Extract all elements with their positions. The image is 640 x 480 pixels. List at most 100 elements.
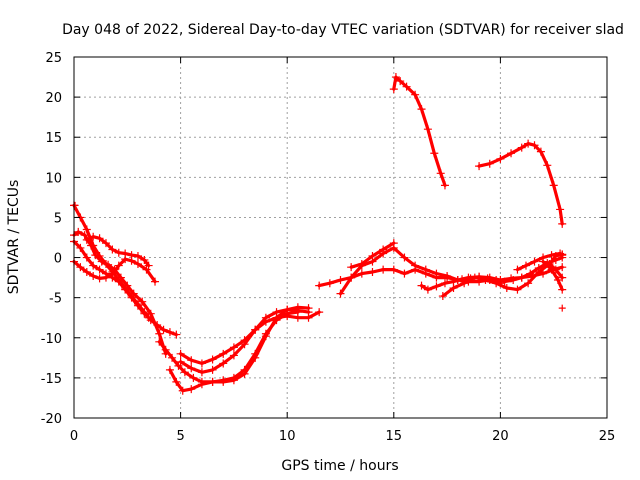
data-point (558, 263, 567, 272)
data-point (336, 276, 345, 285)
data-point (89, 261, 98, 270)
data-point (411, 261, 420, 270)
data-point (89, 232, 98, 241)
data-point (144, 261, 153, 270)
data-point (449, 284, 458, 293)
data-point (187, 356, 196, 365)
data-point (530, 141, 539, 150)
chart-title: Day 048 of 2022, Sidereal Day-to-day VTE… (62, 22, 624, 38)
data-point (114, 261, 123, 270)
x-tick-label: 25 (599, 429, 616, 444)
x-tick-label: 0 (70, 429, 78, 444)
data-point (133, 251, 142, 260)
axis-ticks (73, 56, 608, 419)
data-point (197, 380, 206, 389)
y-tick-label: -20 (41, 412, 62, 427)
data-point (229, 351, 238, 360)
data-point (553, 276, 562, 285)
data-point (133, 301, 142, 310)
data-point (547, 251, 556, 260)
outlier-point (71, 201, 79, 209)
data-point (402, 82, 411, 91)
data-point (101, 239, 110, 248)
data-point (142, 265, 151, 274)
data-point (172, 377, 181, 386)
data-point (82, 225, 91, 234)
series-line-track-r (541, 260, 564, 292)
data-point (496, 154, 505, 163)
data-point (558, 285, 567, 294)
data-point (417, 281, 426, 290)
data-point (539, 257, 548, 266)
y-tick-label: 20 (45, 91, 62, 106)
data-point (507, 149, 516, 158)
data-point (417, 105, 426, 114)
data-point (127, 251, 136, 260)
data-point (116, 273, 125, 282)
data-point (336, 289, 345, 298)
data-point (76, 243, 85, 252)
data-point (524, 139, 533, 148)
data-point (74, 227, 83, 236)
data-point (165, 328, 174, 337)
data-point (251, 349, 260, 358)
data-point (545, 259, 554, 268)
data-point (151, 277, 160, 286)
data-point (423, 285, 432, 294)
data-point (551, 265, 560, 274)
series-line-track-q (477, 142, 564, 226)
data-point (481, 276, 490, 285)
data-point (95, 265, 104, 274)
data-point (526, 269, 535, 278)
series-line-track-p (392, 75, 447, 187)
data-point (172, 330, 181, 339)
data-point (121, 285, 130, 294)
data-point (180, 368, 189, 377)
data-point (513, 285, 522, 294)
series-line-track-n (441, 252, 564, 298)
data-point (272, 308, 281, 317)
data-point (543, 161, 552, 170)
y-axis-label: SDTVAR / TECUs (6, 180, 22, 295)
series-line-track-b (72, 230, 168, 356)
y-tick-label: -5 (49, 292, 62, 307)
data-point (197, 368, 206, 377)
data-point (379, 265, 388, 274)
data-point (82, 253, 91, 262)
x-tick-label: 20 (492, 429, 509, 444)
data-point (400, 269, 409, 278)
y-tick-label: 10 (45, 171, 62, 186)
data-point (140, 255, 149, 264)
data-point (155, 337, 164, 346)
series-track-g (165, 308, 302, 395)
data-point (438, 292, 447, 301)
data-point (509, 276, 518, 285)
series-line-track-a (72, 203, 178, 337)
data-point (133, 259, 142, 268)
data-point (178, 386, 187, 395)
series-track-q (475, 139, 567, 228)
data-point (368, 267, 377, 276)
data-point (460, 279, 469, 288)
data-point (261, 313, 270, 322)
data-point (502, 284, 511, 293)
data-point (240, 365, 249, 374)
data-point (261, 329, 270, 338)
data-point (165, 365, 174, 374)
data-point (558, 219, 567, 228)
data-point (104, 260, 113, 269)
data-point (95, 234, 104, 243)
data-point (176, 349, 185, 358)
series-track-l (347, 239, 398, 272)
series-track-e (82, 232, 153, 270)
data-point (534, 267, 543, 276)
plot-frame (73, 56, 608, 419)
x-axis-label: GPS time / hours (281, 458, 398, 474)
data-point (558, 251, 567, 260)
data-point (155, 329, 164, 338)
data-point (108, 269, 117, 278)
series-track-s (545, 259, 567, 282)
y-tick-label: 0 (54, 252, 62, 267)
data-point (87, 241, 96, 250)
data-point (219, 376, 228, 385)
